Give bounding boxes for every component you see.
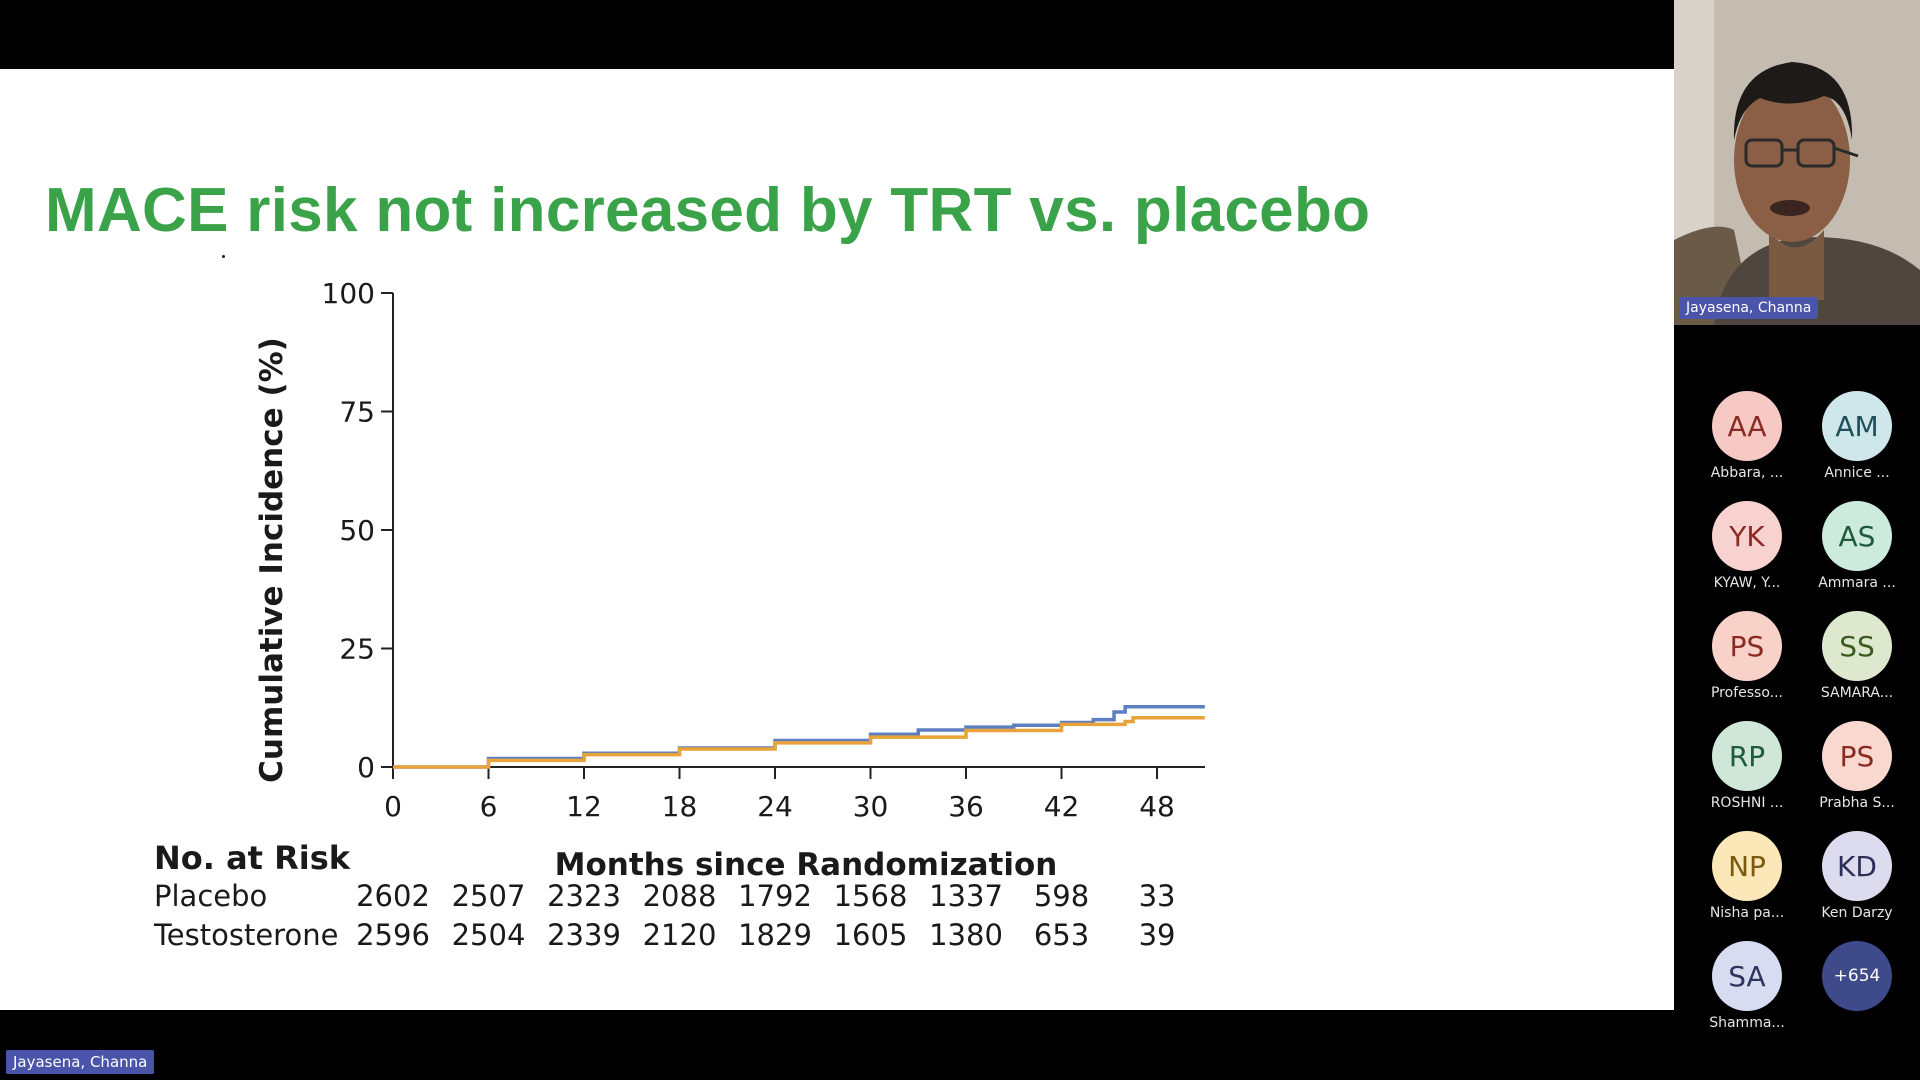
at-risk-title: No. at Risk — [154, 839, 351, 877]
at-risk-value: 2323 — [547, 879, 621, 913]
participant-tile[interactable]: AS Ammara ... — [1802, 501, 1912, 606]
participant-tile[interactable]: SS SAMARA... — [1802, 611, 1912, 716]
participant-tile[interactable]: KD Ken Darzy — [1802, 831, 1912, 936]
x-tick-label: 0 — [384, 790, 402, 823]
participant-name: Ammara ... — [1818, 575, 1896, 591]
participant-name: ROSHNI ... — [1710, 795, 1784, 811]
avatar: KD — [1822, 831, 1892, 901]
avatar: SS — [1822, 611, 1892, 681]
more-participants-tile[interactable]: +654 — [1802, 941, 1912, 1046]
participant-tile[interactable]: YK KYAW, Y... — [1692, 501, 1802, 606]
at-risk-value: 1337 — [929, 879, 1003, 913]
x-tick-label: 12 — [566, 790, 602, 823]
at-risk-value: 653 — [1033, 918, 1090, 952]
at-risk-row-testosterone: Testosterone 2596 2504 2339 2120 1829 1605 138… — [154, 918, 1354, 956]
at-risk-value: 33 — [1138, 879, 1176, 913]
at-risk-value: 39 — [1138, 918, 1176, 952]
at-risk-value: 2504 — [451, 918, 526, 952]
at-risk-row-label: Placebo — [154, 879, 268, 913]
presenter-video-image — [1674, 0, 1920, 325]
avatar: AS — [1822, 501, 1892, 571]
avatar: AM — [1822, 391, 1892, 461]
participant-name: Abbara, ... — [1710, 465, 1784, 481]
y-tick-label: 50 — [339, 514, 375, 547]
avatar: PS — [1822, 721, 1892, 791]
at-risk-value: 2602 — [356, 879, 430, 913]
participant-tile[interactable]: NP Nisha pa... — [1692, 831, 1802, 936]
at-risk-value: 2120 — [642, 918, 717, 952]
at-risk-row-label: Testosterone — [154, 918, 339, 952]
participant-name: Annice ... — [1824, 465, 1890, 481]
shared-slide: MACE risk not increased by TRT vs. place… — [0, 69, 1674, 1010]
participant-name: Professo... — [1710, 685, 1783, 701]
participant-tile[interactable]: AA Abbara, ... — [1692, 391, 1802, 496]
x-tick-label: 42 — [1044, 790, 1080, 823]
participant-tile[interactable]: PS Prabha S... — [1802, 721, 1912, 826]
y-tick-label: 25 — [339, 633, 375, 666]
participant-tile[interactable]: PS Professo... — [1692, 611, 1802, 716]
avatar: SA — [1712, 941, 1782, 1011]
avatar: AA — [1712, 391, 1782, 461]
avatar: RP — [1712, 721, 1782, 791]
participants-panel: AA Abbara, ... AM Annice ... YK KYAW, Y... AS A… — [1674, 325, 1920, 1080]
presenter-name-tag: Jayasena, Channa — [6, 1050, 155, 1074]
km-curve-series-1 — [393, 715, 1205, 769]
x-tick-label: 36 — [948, 790, 984, 823]
at-risk-value: 2339 — [547, 918, 621, 952]
at-risk-value: 598 — [1033, 879, 1090, 913]
participant-tile[interactable]: SA Shamma... — [1692, 941, 1802, 1046]
y-tick-label: 100 — [322, 277, 375, 310]
y-tick-label: 0 — [357, 751, 375, 784]
at-risk-value: 2507 — [451, 879, 526, 913]
x-tick-label: 18 — [662, 790, 698, 823]
more-participants-button[interactable]: +654 — [1822, 941, 1892, 1011]
at-risk-value: 1829 — [738, 918, 812, 952]
avatar: PS — [1712, 611, 1782, 681]
participant-name: Ken Darzy — [1821, 905, 1893, 921]
slide-dot — [222, 255, 225, 258]
at-risk-value: 1792 — [738, 879, 812, 913]
x-tick-label: 6 — [480, 790, 498, 823]
participant-name: Nisha pa... — [1709, 905, 1785, 921]
x-tick-label: 24 — [757, 790, 793, 823]
y-axis-label: Cumulative Incidence (%) — [254, 337, 290, 783]
km-curve-series-0 — [393, 705, 1205, 769]
participant-tile[interactable]: AM Annice ... — [1802, 391, 1912, 496]
x-axis-label: Months since Randomization — [555, 847, 1058, 883]
participant-name: SAMARA... — [1820, 685, 1894, 701]
at-risk-value: 1380 — [929, 918, 1003, 952]
y-tick-label: 75 — [339, 396, 375, 429]
video-name-tag: Jayasena, Channa — [1679, 297, 1819, 319]
slide-title: MACE risk not increased by TRT vs. place… — [45, 176, 1371, 245]
at-risk-value: 2596 — [356, 918, 430, 952]
avatar: YK — [1712, 501, 1782, 571]
at-risk-value: 1568 — [833, 879, 908, 913]
x-tick-label: 30 — [853, 790, 889, 823]
participant-name: KYAW, Y... — [1713, 575, 1781, 591]
participant-name: Prabha S... — [1819, 795, 1895, 811]
presenter-video[interactable]: Jayasena, Channa — [1674, 0, 1920, 325]
at-risk-value: 1605 — [833, 918, 908, 952]
x-tick-label: 48 — [1139, 790, 1175, 823]
participant-tile[interactable]: RP ROSHNI ... — [1692, 721, 1802, 826]
participant-name: Shamma... — [1709, 1015, 1785, 1031]
avatar: NP — [1712, 831, 1782, 901]
at-risk-row-placebo: Placebo 2602 2507 2323 2088 1792 1568 1337 598 3… — [154, 879, 1354, 917]
at-risk-value: 2088 — [642, 879, 717, 913]
km-chart: 0 25 50 75 100 0 6 12 18 24 30 36 42 48 Months since R… — [254, 277, 1205, 883]
